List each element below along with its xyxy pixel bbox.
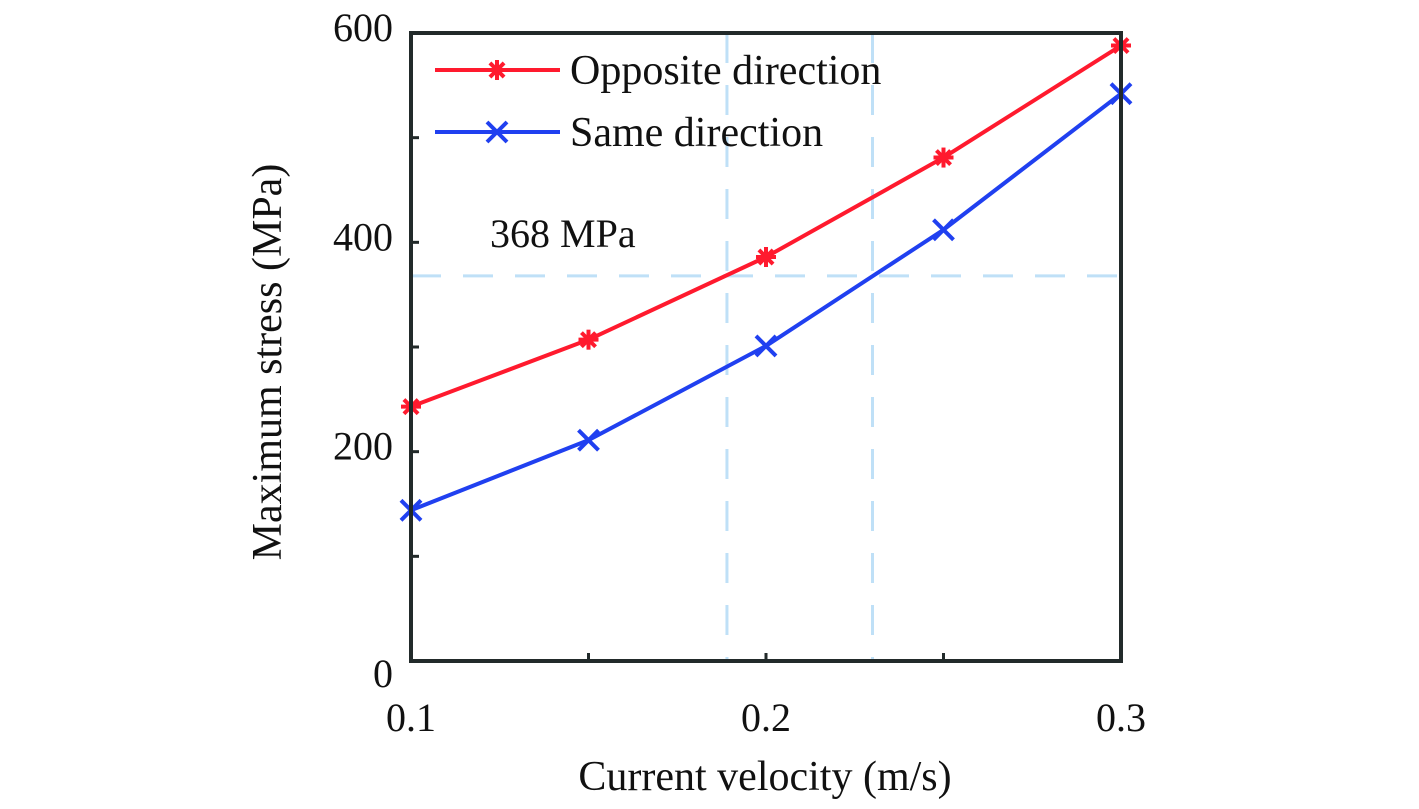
legend: Opposite direction Same direction: [435, 48, 881, 156]
annotation-368-mpa: 368 MPa: [490, 211, 636, 256]
data-point-series-1-1: [577, 428, 600, 452]
ticks: [409, 31, 1123, 663]
x-tick-label-1: 0.2: [741, 695, 791, 740]
legend-marker-x-icon: [485, 120, 509, 144]
legend-item-1: Same direction: [435, 110, 823, 156]
x-tick-label-2: 0.3: [1096, 695, 1146, 740]
legend-marker-asterisk-icon: [487, 60, 507, 80]
data-point-series-0-1: [578, 329, 599, 350]
legend-label: Same direction: [570, 110, 823, 156]
x-tick-label-0: 0.1: [386, 695, 436, 740]
tick-labels: 0.1 0.2 0.3 0 200 400 600: [333, 5, 1146, 740]
x-axis-title: Current velocity (m/s): [578, 754, 951, 800]
y-tick-label-0: 0: [373, 651, 393, 696]
data-point-series-0-2: [756, 246, 776, 267]
series-layer: [399, 35, 1133, 522]
y-axis-title: Maximum stress (MPa): [245, 164, 291, 561]
legend-label: Opposite direction: [570, 48, 881, 94]
reference-lines: [411, 33, 1121, 661]
y-tick-label-1: 200: [333, 424, 393, 469]
series-line-1: [410, 92, 1123, 513]
data-point-series-1-3: [932, 218, 955, 242]
legend-item-0: Opposite direction: [435, 48, 881, 94]
y-tick-label-2: 400: [333, 214, 393, 259]
data-point-series-1-2: [754, 334, 778, 358]
data-point-series-0-3: [933, 147, 954, 168]
y-tick-label-3: 600: [333, 5, 393, 50]
